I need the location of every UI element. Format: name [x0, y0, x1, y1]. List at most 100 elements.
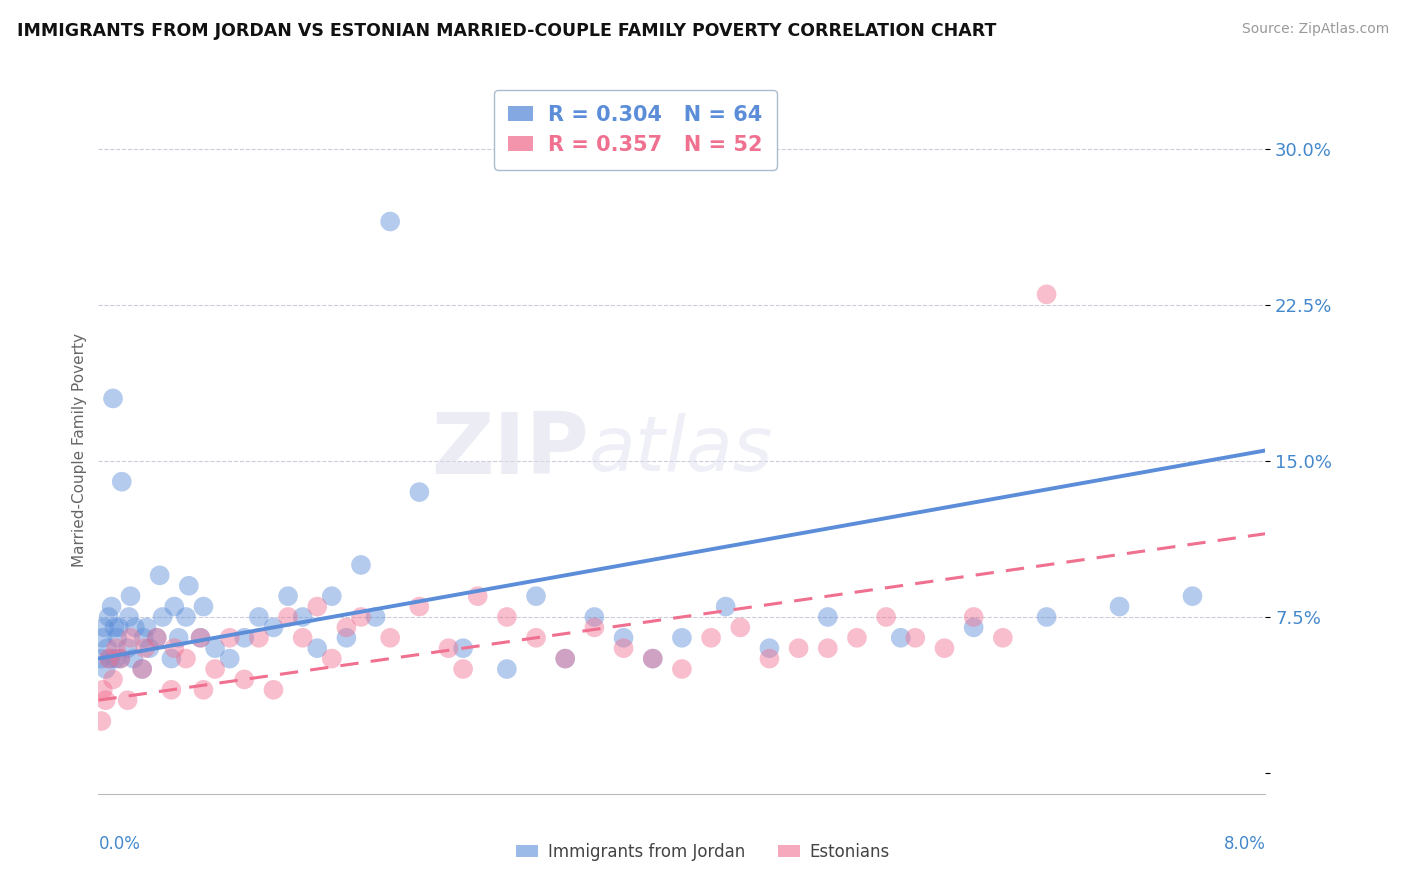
Point — [962, 610, 984, 624]
Point — [350, 558, 373, 572]
Point — [524, 631, 547, 645]
Point — [554, 651, 576, 665]
Point — [524, 589, 547, 603]
Point — [262, 620, 284, 634]
Point — [174, 610, 197, 624]
Point — [233, 673, 256, 687]
Point — [163, 641, 186, 656]
Point — [218, 631, 240, 645]
Point — [149, 568, 172, 582]
Point — [262, 682, 284, 697]
Point — [94, 662, 117, 676]
Point — [612, 631, 634, 645]
Text: atlas: atlas — [589, 414, 773, 487]
Point — [167, 631, 190, 645]
Point — [177, 579, 200, 593]
Point — [131, 662, 153, 676]
Point — [233, 631, 256, 645]
Text: 0.0%: 0.0% — [98, 835, 141, 853]
Point — [700, 631, 723, 645]
Point — [730, 620, 752, 634]
Point — [1181, 589, 1204, 603]
Point — [845, 631, 868, 645]
Point — [307, 641, 329, 656]
Point — [103, 620, 125, 634]
Point — [247, 631, 270, 645]
Point — [91, 631, 114, 645]
Point — [583, 610, 606, 624]
Point — [193, 682, 215, 697]
Point — [437, 641, 460, 656]
Point — [758, 641, 780, 656]
Point — [671, 662, 693, 676]
Point — [641, 651, 664, 665]
Point — [380, 214, 402, 228]
Point — [408, 485, 430, 500]
Point — [758, 651, 780, 665]
Point — [554, 651, 576, 665]
Text: ZIP: ZIP — [430, 409, 589, 492]
Point — [122, 651, 145, 665]
Point — [104, 641, 127, 656]
Point — [105, 631, 128, 645]
Point — [152, 610, 174, 624]
Point — [111, 475, 134, 489]
Point — [108, 620, 131, 634]
Point — [204, 641, 226, 656]
Point — [1108, 599, 1130, 614]
Point — [120, 631, 142, 645]
Text: Source: ZipAtlas.com: Source: ZipAtlas.com — [1241, 22, 1389, 37]
Point — [817, 641, 839, 656]
Point — [100, 599, 122, 614]
Point — [104, 651, 127, 665]
Point — [451, 641, 474, 656]
Point — [380, 631, 402, 645]
Point — [218, 651, 240, 665]
Point — [146, 631, 169, 645]
Point — [174, 651, 197, 665]
Point — [97, 610, 120, 624]
Point — [90, 714, 112, 728]
Point — [117, 641, 139, 656]
Point — [350, 610, 373, 624]
Point — [94, 693, 117, 707]
Point — [91, 682, 114, 697]
Point — [307, 599, 329, 614]
Point — [291, 610, 314, 624]
Point — [90, 651, 112, 665]
Point — [97, 651, 120, 665]
Point — [190, 631, 212, 645]
Y-axis label: Married-Couple Family Poverty: Married-Couple Family Poverty — [72, 334, 87, 567]
Point — [247, 610, 270, 624]
Point — [612, 641, 634, 656]
Point — [98, 651, 121, 665]
Point — [1035, 287, 1057, 301]
Point — [134, 641, 156, 656]
Point — [467, 589, 489, 603]
Point — [110, 651, 132, 665]
Point — [291, 631, 314, 645]
Point — [364, 610, 387, 624]
Point — [193, 599, 215, 614]
Point — [817, 610, 839, 624]
Text: IMMIGRANTS FROM JORDAN VS ESTONIAN MARRIED-COUPLE FAMILY POVERTY CORRELATION CHA: IMMIGRANTS FROM JORDAN VS ESTONIAN MARRI… — [17, 22, 997, 40]
Point — [138, 641, 160, 656]
Point — [118, 610, 141, 624]
Point — [124, 620, 146, 634]
Point — [496, 610, 519, 624]
Text: 8.0%: 8.0% — [1223, 835, 1265, 853]
Point — [93, 620, 115, 634]
Point — [583, 620, 606, 634]
Point — [671, 631, 693, 645]
Point — [496, 662, 519, 676]
Point — [277, 589, 299, 603]
Point — [96, 641, 118, 656]
Point — [135, 620, 157, 634]
Point — [321, 651, 343, 665]
Point — [277, 610, 299, 624]
Point — [120, 589, 142, 603]
Point — [160, 651, 183, 665]
Point — [204, 662, 226, 676]
Point — [110, 651, 132, 665]
Point — [335, 631, 357, 645]
